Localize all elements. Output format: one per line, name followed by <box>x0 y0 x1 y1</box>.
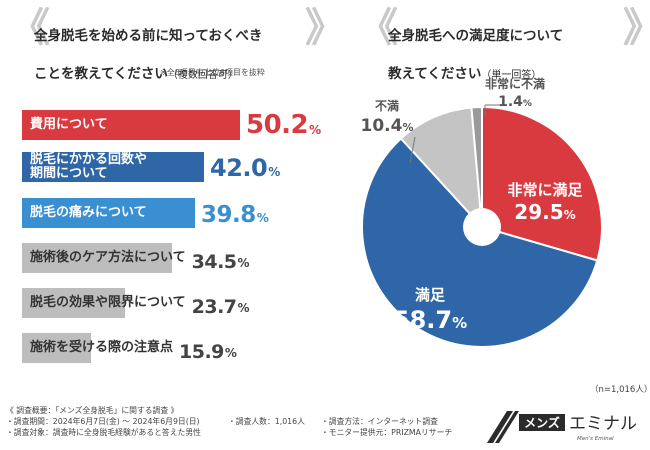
pie-category-label: 非常に満足 <box>507 181 583 199</box>
bar <box>22 288 125 318</box>
bar <box>22 333 91 363</box>
bar-value-label: 23.7% <box>191 296 250 318</box>
bar-row: 施術後のケア方法について 34.5% <box>22 243 322 273</box>
left-title-line2: ことを教えてください <box>34 66 168 82</box>
left-title-line1: 全身脱毛を始める前に知っておくべき <box>34 28 263 44</box>
pie-slice <box>399 106 484 230</box>
bar <box>22 198 195 228</box>
pie-value-label: 58.7% <box>393 306 467 334</box>
left-note: ※全8項目中上位6項目を抜粋 <box>160 68 265 77</box>
pie-category-label: 満足 <box>415 286 446 304</box>
sample-size: （n=1,016人） <box>590 385 650 395</box>
bar <box>22 152 204 182</box>
bar-row: 脱毛にかかる回数や 期間について 42.0% <box>22 152 322 182</box>
brand-logo: メンズ エミナル Men's Eminal <box>485 405 645 445</box>
left-title: 全身脱毛を始める前に知っておくべき ことを教えてください（複数回答可） <box>34 8 304 104</box>
survey-overview: 《 調査概要：「メンズ全身脱毛」に関する調査 》 <box>6 406 179 415</box>
pie-leader-line <box>409 136 416 164</box>
bar-value-label: 50.2% <box>246 110 321 140</box>
survey-provider: ・モニター提供元：PRIZMAリサーチ <box>321 428 453 437</box>
right-title-line1: 全身脱毛への満足度について <box>388 28 564 44</box>
bar-row: 脱毛の効果や限界について 23.7% <box>22 288 322 318</box>
right-bracket-icon: 《 <box>358 5 398 51</box>
pie-center-hole <box>463 208 501 246</box>
right-title-line2: 教えてください <box>388 66 482 82</box>
pie-chart-wrap: 非常に満足 29.5% 満足 58.7% 不満 10.4% 非常に不満 1.4% <box>360 75 620 385</box>
left-bracket-icon: 《 <box>10 5 50 51</box>
bar-label: 施術後のケア方法について <box>30 250 186 265</box>
logo-text-right: エミナル <box>569 414 637 434</box>
pie-slice <box>470 105 483 228</box>
pie-slice <box>481 105 603 262</box>
logo-tagline: Men's Eminal <box>577 436 614 442</box>
brand-logo-mark-icon: メンズ エミナル Men's Eminal <box>487 411 637 443</box>
bar-row: 費用について 50.2% <box>22 110 322 140</box>
survey-method: ・調査方法：インターネット調査 <box>321 417 438 426</box>
bar-label: 費用について <box>30 117 108 132</box>
bar-label: 脱毛の効果や限界について <box>30 295 186 310</box>
bar-value-label: 42.0% <box>210 154 280 182</box>
bar-row: 施術を受ける際の注意点 15.9% <box>22 333 322 363</box>
survey-count: ・調査人数：1,016人 <box>228 417 305 426</box>
bar-value-label: 39.8% <box>201 202 269 228</box>
right-title-sub: （単一回答） <box>481 70 542 81</box>
right-bracket-close-icon: 》 <box>623 4 650 54</box>
bar-row: 脱毛の痛みについて 39.8% <box>22 198 322 228</box>
left-panel: 《 全身脱毛を始める前に知っておくべき ことを教えてください（複数回答可） 》 … <box>0 0 345 400</box>
bar-value-label: 34.5% <box>191 251 250 273</box>
survey-target: ・調査対象：調査時に全身脱毛経験があると答えた男性 <box>6 428 201 437</box>
left-bracket-close-icon: 》 <box>305 5 345 51</box>
pie-value-label: 1.4% <box>498 94 532 110</box>
bar <box>22 110 240 140</box>
logo-text-left: メンズ <box>524 415 560 430</box>
left-title-sub: （複数回答可） <box>167 70 238 81</box>
pie-value-label: 10.4% <box>361 116 414 136</box>
bar-value-label: 15.9% <box>179 341 237 363</box>
bar <box>22 243 172 273</box>
pie-value-label: 29.5% <box>514 200 575 224</box>
pie-category-label: 不満 <box>375 98 399 113</box>
bar-label: 脱毛にかかる回数や 期間について <box>30 152 148 181</box>
bar-label: 施術を受ける際の注意点 <box>30 340 174 355</box>
bar-label: 脱毛の痛みについて <box>30 205 147 220</box>
pie-category-label: 非常に不満 <box>485 76 545 91</box>
right-panel: 《 全身脱毛への満足度について 教えてください（単一回答） 》 <box>325 0 650 400</box>
right-title: 全身脱毛への満足度について 教えてください（単一回答） <box>388 8 638 104</box>
survey-period: ・調査期間：2024年6月7日(金) ～ 2024年6月9日(日) <box>6 417 200 426</box>
